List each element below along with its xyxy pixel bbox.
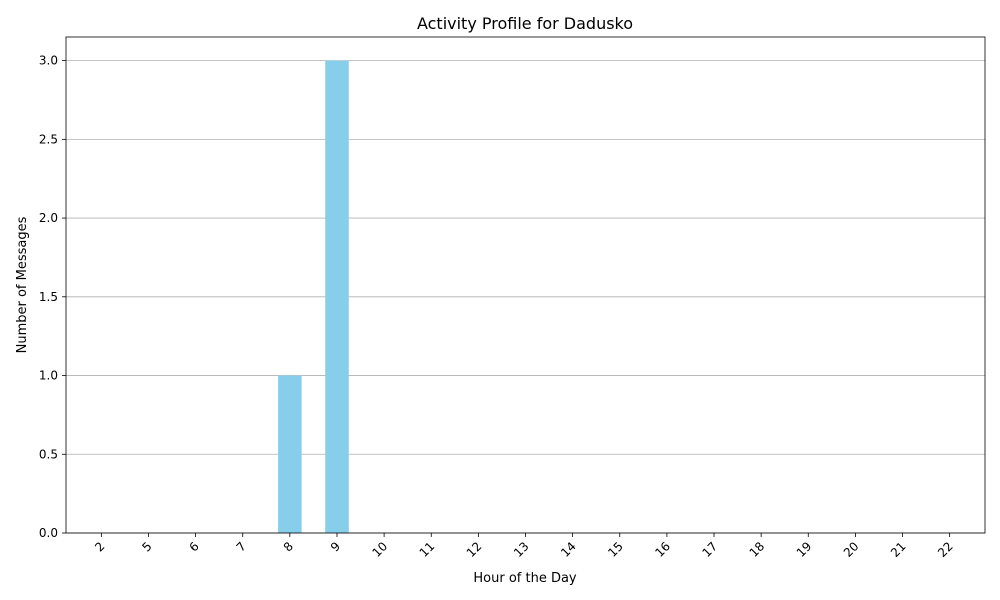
bar-hour-8 xyxy=(278,375,302,533)
x-axis-label: Hour of the Day xyxy=(473,571,577,586)
y-tick-label: 2.0 xyxy=(39,211,58,225)
y-tick-label: 1.0 xyxy=(39,369,58,383)
bar-hour-9 xyxy=(325,60,349,533)
chart-title: Activity Profile for Dadusko xyxy=(417,14,633,33)
bars xyxy=(278,60,349,533)
y-ticks: 0.0 0.5 1.0 1.5 2.0 2.5 3.0 xyxy=(39,54,66,540)
y-tick-label: 0.0 xyxy=(39,526,58,540)
y-tick-label: 3.0 xyxy=(39,54,58,68)
gridlines xyxy=(66,60,985,534)
y-tick-label: 2.5 xyxy=(39,132,58,146)
y-tick-label: 0.5 xyxy=(39,447,58,461)
y-tick-label: 1.5 xyxy=(39,290,58,304)
y-axis-label: Number of Messages xyxy=(15,216,30,353)
